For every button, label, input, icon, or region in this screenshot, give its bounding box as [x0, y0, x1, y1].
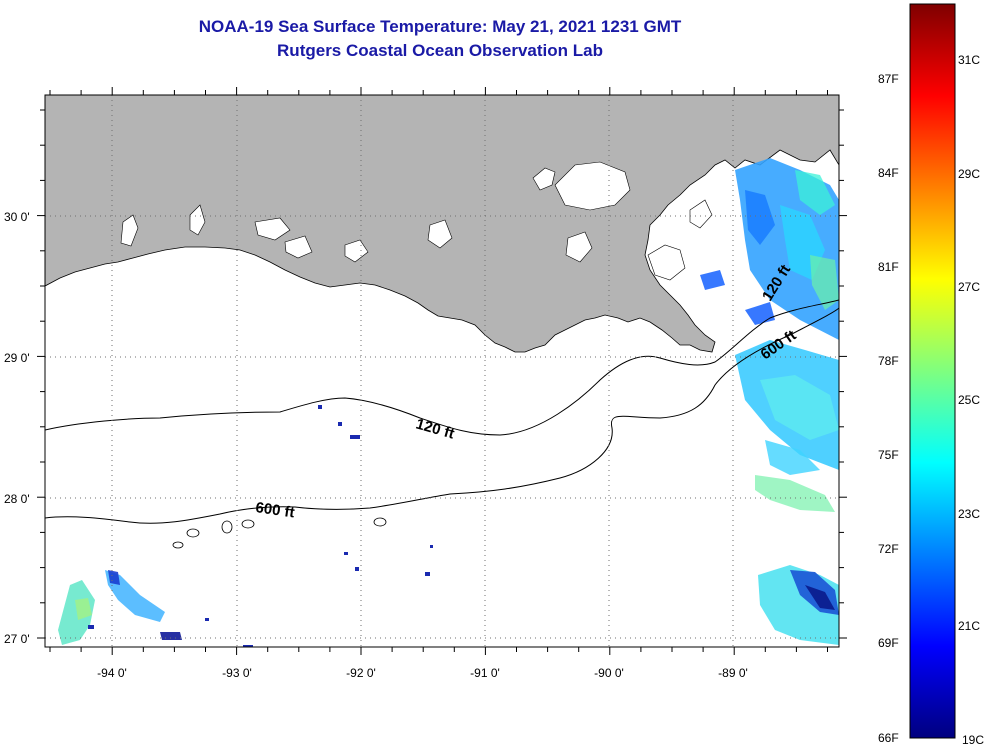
axis-ticks [37, 87, 847, 655]
cb-c-label: 31C [958, 53, 980, 67]
white-lake [284, 235, 313, 259]
sabine-lake [189, 204, 206, 236]
cb-c-label: 29C [958, 167, 980, 181]
bird-foot-delta-east [689, 199, 713, 229]
cb-f-label: 72F [878, 542, 899, 556]
colorbar-c-labels: 31C 29C 27C 25C 23C 21C 19C [958, 53, 984, 747]
colorbar-f-labels: 87F 84F 81F 78F 75F 72F 69F 66F [878, 72, 899, 745]
sst-specks [88, 405, 433, 647]
cb-f-label: 87F [878, 72, 899, 86]
lake-pontchartrain [554, 161, 631, 211]
isobath-closed-5 [172, 541, 184, 549]
cb-c-label: 19C [962, 733, 984, 747]
isobath-closed-1 [186, 528, 200, 538]
inland-lake-e [344, 239, 369, 263]
lat-label: 30 0' [4, 210, 30, 224]
map-frame [44, 94, 840, 648]
lat-label: 27 0' [4, 632, 30, 646]
cb-c-label: 21C [958, 619, 980, 633]
sst-southwest-field [58, 570, 182, 645]
inland-lake-d [565, 231, 593, 263]
cb-f-label: 78F [878, 354, 899, 368]
map-subtitle: Rutgers Coastal Ocean Observation Lab [277, 41, 603, 60]
latitude-axis: 30 0' 29 0' 28 0' 27 0' [4, 210, 30, 646]
longitude-axis: -94 0' -93 0' -92 0' -91 0' -90 0' -89 0… [97, 666, 748, 680]
cb-f-label: 84F [878, 166, 899, 180]
inland-lake-c [427, 219, 453, 249]
map-title: NOAA-19 Sea Surface Temperature: May 21,… [198, 17, 682, 36]
cb-c-label: 25C [958, 393, 980, 407]
lake-maurepas [532, 167, 556, 191]
cb-f-label: 75F [878, 448, 899, 462]
grand-lake [254, 217, 291, 241]
lat-label: 29 0' [4, 351, 30, 365]
lon-label: -90 0' [594, 666, 624, 680]
isobath-closed-4 [373, 517, 387, 527]
cb-f-label: 81F [878, 260, 899, 274]
cb-f-label: 66F [878, 731, 899, 745]
lon-label: -94 0' [97, 666, 127, 680]
label-600ft-west: 600 ft [254, 499, 295, 521]
graticule [45, 95, 839, 647]
lat-label: 28 0' [4, 492, 30, 506]
cb-c-label: 27C [958, 280, 980, 294]
lon-label: -93 0' [222, 666, 252, 680]
isobath-closed-3 [241, 519, 255, 529]
cb-c-label: 23C [958, 507, 980, 521]
isobath-closed-2 [221, 520, 233, 534]
cb-f-label: 69F [878, 636, 899, 650]
calcasieu-lake [120, 214, 139, 247]
lon-label: -91 0' [470, 666, 500, 680]
lon-label: -89 0' [718, 666, 748, 680]
sst-east-field [700, 158, 839, 645]
delta-marsh [647, 244, 686, 281]
isobath-120ft [45, 299, 839, 436]
lon-label: -92 0' [346, 666, 376, 680]
colorbar [909, 3, 956, 739]
isobath-600ft [45, 307, 839, 524]
